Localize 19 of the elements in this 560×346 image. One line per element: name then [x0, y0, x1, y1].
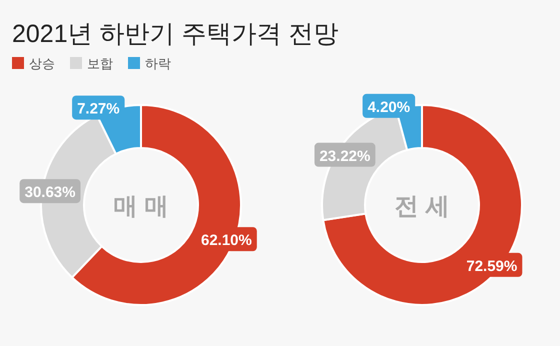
legend-item: 상승	[12, 56, 55, 71]
title: 2021년 하반기 주택가격 전망	[12, 20, 338, 48]
data-label: 72.59%	[466, 258, 518, 275]
legend-item: 하락	[128, 56, 171, 71]
legend-item: 보합	[70, 56, 113, 71]
data-label: 23.22%	[319, 148, 370, 165]
annotation: 전 세	[394, 193, 450, 220]
annotation: 매 매	[114, 193, 168, 220]
data-label: 62.10%	[200, 232, 252, 250]
data-label: 7.27%	[72, 96, 125, 120]
data-label: 23.22%	[314, 142, 376, 167]
legend-label: 상승	[29, 56, 55, 71]
data-label: 30.63%	[24, 184, 76, 202]
data-label: 4.20%	[362, 94, 416, 118]
legend-label: 하락	[145, 56, 171, 71]
data-label: 30.63%	[20, 179, 80, 204]
data-label: 4.20%	[368, 98, 410, 116]
data-label: 7.27%	[77, 100, 120, 118]
legend-label: 보합	[87, 56, 113, 71]
